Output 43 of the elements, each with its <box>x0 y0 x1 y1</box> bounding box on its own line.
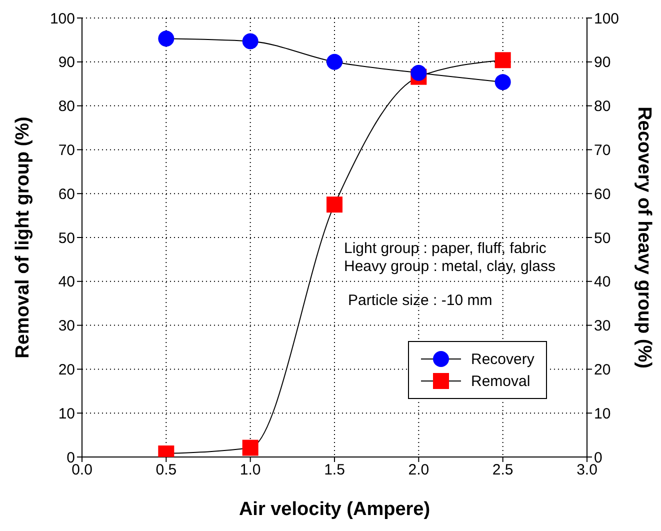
point <box>242 33 258 50</box>
y2-tick-label: 60 <box>594 186 611 203</box>
point <box>158 30 174 47</box>
point <box>410 64 427 81</box>
y-tick-label: 10 <box>58 405 75 422</box>
point <box>242 440 258 456</box>
legend-label: Recovery <box>471 350 534 368</box>
y-tick-label: 30 <box>58 318 75 335</box>
y2-tick-label: 40 <box>594 274 611 291</box>
y-tick-label: 90 <box>58 54 75 72</box>
point <box>494 52 511 68</box>
annotation: Particle size : -10 mm <box>348 292 494 310</box>
y-axis-title: Removal of light group (%) <box>12 116 34 358</box>
y2-tick-label: 90 <box>594 54 611 72</box>
y2-tick-label: 10 <box>594 405 611 422</box>
point <box>326 54 342 70</box>
y2-tick-label: 20 <box>594 362 611 379</box>
y2-axis-title: Recovery of heavy group (%) <box>633 106 654 368</box>
annotation: Light group : paper, fluff, fabric <box>344 240 548 258</box>
y-tick-label: 20 <box>58 362 75 379</box>
x-axis-title: Air velocity (Ampere) <box>238 499 430 520</box>
y2-tick-label: 70 <box>594 142 611 160</box>
y-tick-label: 60 <box>58 186 75 203</box>
x-tick-label: 0.5 <box>156 462 177 479</box>
y-tick-label: 100 <box>50 10 75 28</box>
annotation: Heavy group : metal, clay, glass <box>344 258 556 276</box>
y2-tick-label: 100 <box>594 10 620 28</box>
y-tick-label: 80 <box>58 98 75 116</box>
x-tick-label: 3.0 <box>576 462 598 479</box>
point <box>494 74 511 90</box>
x-tick-label: 1.5 <box>324 462 345 479</box>
x-tick-label: 2.5 <box>492 462 514 479</box>
y2-tick-label: 80 <box>594 98 611 116</box>
x-tick-label: 2.0 <box>408 462 430 479</box>
x-tick-label: 1.0 <box>240 462 261 479</box>
x-tick-label: 0.0 <box>72 462 92 479</box>
y2-tick-label: 50 <box>594 230 611 247</box>
y2-tick-label: 30 <box>594 318 611 335</box>
point <box>326 196 342 213</box>
y-tick-label: 50 <box>58 230 75 247</box>
y-tick-label: 70 <box>58 142 75 160</box>
legend-label: Removal <box>471 372 530 390</box>
y-tick-label: 40 <box>58 274 75 291</box>
